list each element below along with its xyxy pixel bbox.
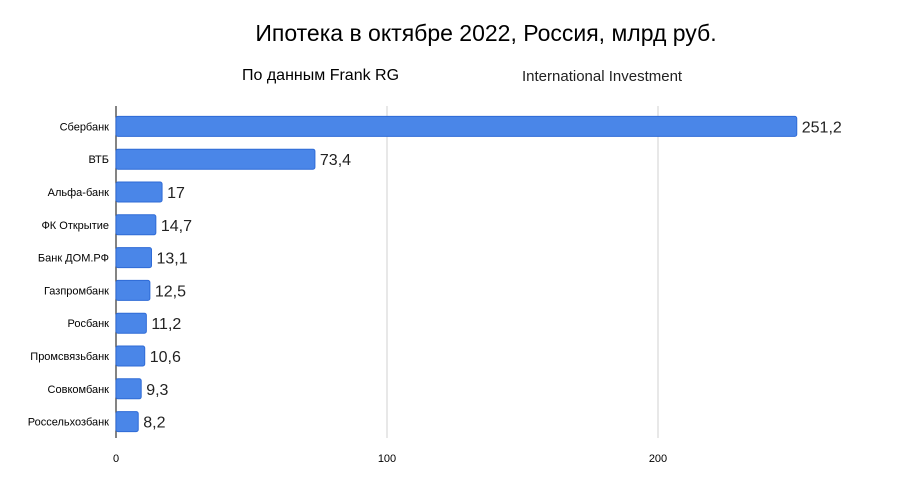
data-label: 73,4 bbox=[320, 152, 351, 169]
data-label: 11,2 bbox=[151, 316, 181, 333]
chart-title: Ипотека в октябре 2022, Россия, млрд руб… bbox=[255, 20, 717, 46]
bar bbox=[115, 345, 146, 367]
category-label: Газпромбанк bbox=[44, 285, 109, 297]
category-label: Росбанк bbox=[67, 318, 109, 330]
category-label: Банк ДОМ.РФ bbox=[38, 253, 109, 265]
data-label: 10,6 bbox=[150, 349, 181, 366]
bar bbox=[115, 115, 798, 137]
bar bbox=[115, 148, 316, 170]
bar bbox=[115, 411, 139, 433]
category-label: Альфа-банк bbox=[48, 187, 110, 199]
category-label: Совкомбанк bbox=[48, 384, 110, 396]
x-tick-label: 100 bbox=[378, 453, 396, 465]
category-label: Промсвязьбанк bbox=[30, 351, 109, 363]
x-tick-label: 200 bbox=[649, 453, 667, 465]
category-label: ФК Открытие bbox=[41, 220, 109, 232]
bar bbox=[115, 181, 163, 203]
data-label: 17 bbox=[167, 185, 185, 202]
bar bbox=[115, 378, 142, 400]
category-label: ВТБ bbox=[88, 154, 109, 166]
bar bbox=[115, 247, 153, 269]
data-label: 14,7 bbox=[161, 218, 192, 235]
data-label: 9,3 bbox=[146, 382, 168, 399]
bar bbox=[115, 312, 147, 334]
data-label: 251,2 bbox=[802, 119, 842, 136]
chart-subtitle: По данным Frank RG bbox=[242, 67, 400, 84]
data-label: 13,1 bbox=[157, 251, 188, 268]
data-label: 12,5 bbox=[155, 283, 186, 300]
data-label: 8,2 bbox=[143, 415, 165, 432]
chart-source: International Investment bbox=[522, 68, 683, 85]
bar bbox=[115, 214, 157, 236]
bar bbox=[115, 279, 151, 301]
category-label: Сбербанк bbox=[60, 121, 110, 133]
category-label: Россельхозбанк bbox=[28, 417, 109, 429]
x-tick-label: 0 bbox=[113, 453, 119, 465]
